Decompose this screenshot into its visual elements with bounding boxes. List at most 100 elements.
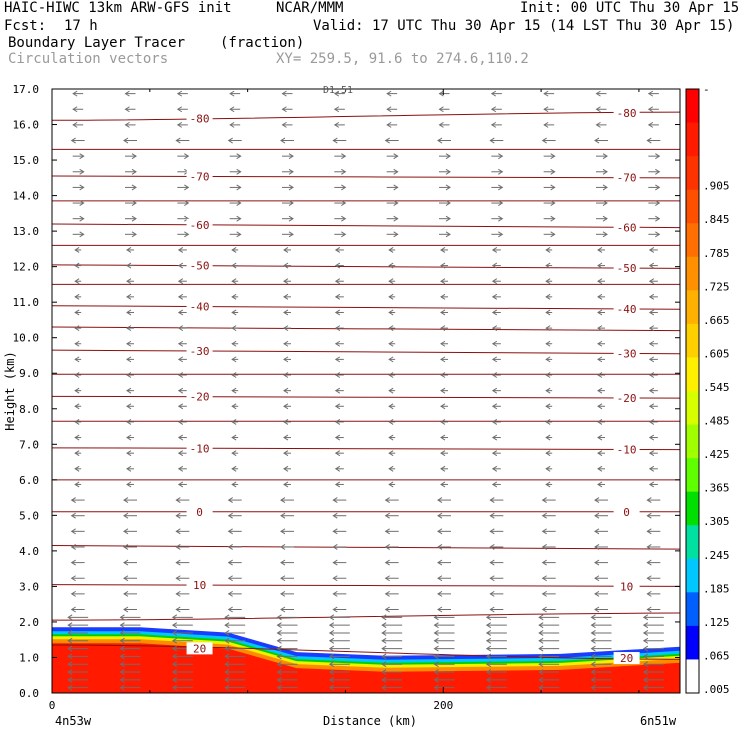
- colorbar-swatch: [686, 558, 699, 593]
- vector-arrow: [648, 278, 658, 285]
- vector-arrow: [489, 512, 504, 519]
- vector-arrow: [491, 372, 501, 378]
- vector-arrow: [545, 309, 553, 316]
- vector-arrow: [541, 544, 556, 550]
- x-axis: 0 200: [49, 89, 640, 712]
- vector-arrow: [491, 356, 501, 363]
- vector-arrow: [123, 528, 137, 535]
- vector-arrow: [491, 387, 501, 394]
- vector-arrow: [489, 544, 504, 550]
- vector-arrow: [328, 669, 350, 675]
- vector-arrow: [648, 231, 661, 238]
- vector-arrow: [227, 590, 242, 597]
- vector-arrow: [171, 630, 193, 636]
- vector-arrow: [224, 684, 246, 691]
- colorbar-label: .125: [703, 616, 730, 629]
- vector-arrow: [171, 614, 193, 621]
- vector-arrow: [491, 153, 504, 160]
- vector-arrow: [224, 676, 246, 683]
- colorbar-label: .845: [703, 213, 730, 226]
- vector-arrow: [647, 121, 659, 128]
- vector-arrow: [541, 606, 556, 613]
- vector-arrow: [594, 559, 608, 566]
- vector-arrow: [491, 278, 501, 285]
- vector-arrow: [491, 418, 501, 425]
- colorbar-swatch: [686, 323, 699, 358]
- vector-arrow: [74, 434, 82, 441]
- vector-arrow: [597, 262, 605, 269]
- isotherm-label: -80: [617, 107, 637, 120]
- vector-arrow: [126, 465, 134, 472]
- vector-arrow: [283, 450, 291, 457]
- field-name: Boundary Layer Tracer: [8, 35, 186, 51]
- vector-arrow: [594, 544, 608, 550]
- y-tick-label: 9.0: [19, 367, 39, 380]
- vector-arrow: [597, 372, 605, 378]
- isotherm-label-bg: [613, 262, 640, 275]
- vector-arrow: [648, 450, 658, 457]
- vector-arrow: [485, 630, 507, 636]
- vector-arrow: [538, 614, 560, 621]
- vector-arrow: [281, 121, 293, 128]
- vector-arrow: [227, 137, 242, 144]
- vector-arrow: [224, 614, 246, 621]
- forecast-label: Fcst:: [4, 18, 47, 34]
- vector-arrow: [597, 434, 605, 441]
- vector-arrow: [74, 481, 82, 488]
- x-axis-title: Distance (km): [323, 714, 417, 728]
- vector-arrow: [177, 293, 187, 300]
- vector-arrow: [126, 434, 134, 441]
- vector-arrow: [590, 622, 612, 629]
- vector-arrow: [224, 637, 246, 644]
- vector-arrow: [231, 465, 239, 472]
- isotherm-label-bg: [613, 580, 640, 593]
- vector-arrow: [334, 293, 344, 300]
- vector-arrow: [276, 637, 298, 644]
- vector-arrow: [123, 497, 137, 503]
- vector-arrow: [276, 661, 298, 668]
- vector-arrow: [648, 153, 661, 160]
- vector-arrow: [175, 559, 190, 566]
- vector-arrow: [74, 356, 82, 363]
- vector-arrow: [72, 121, 84, 128]
- vector-arrow: [388, 293, 396, 300]
- vector-arrow: [543, 90, 555, 97]
- vector-arrow: [594, 590, 608, 597]
- vector-arrow: [283, 434, 291, 441]
- isotherm-label: -70: [617, 172, 637, 185]
- vector-arrow: [282, 200, 294, 206]
- vector-arrow: [126, 278, 134, 285]
- vector-arrow: [590, 676, 612, 683]
- y-tick-label: 16.0: [13, 119, 40, 132]
- vector-arrow: [177, 403, 187, 410]
- isotherm-label-bg: [613, 652, 640, 665]
- xy-label: XY= 259.5, 91.6 to 274.6,110.2: [276, 51, 529, 67]
- isotherm-label-bg: [613, 106, 640, 119]
- vector-arrow: [590, 645, 612, 652]
- vector-arrow: [126, 325, 134, 332]
- vector-arrow: [439, 200, 451, 206]
- vector-arrow: [590, 630, 612, 636]
- vector-arrow: [126, 450, 134, 457]
- vector-arrow: [126, 309, 134, 316]
- isotherm-line: [52, 264, 680, 269]
- vector-arrow: [597, 403, 605, 410]
- vector-arrow: [70, 590, 85, 597]
- vector-arrow: [594, 137, 608, 144]
- vector-arrow: [388, 278, 396, 285]
- vector-arrow: [438, 106, 450, 113]
- vector-arrow: [386, 231, 399, 238]
- vector-arrow: [283, 340, 291, 347]
- vector-arrow: [282, 153, 294, 160]
- vector-arrow: [381, 622, 403, 629]
- vector-arrow: [177, 153, 190, 160]
- vector-arrow: [597, 293, 605, 300]
- isotherm-label-bg: [186, 579, 213, 592]
- colorbar-swatch: [686, 458, 699, 493]
- vector-arrow: [282, 215, 294, 222]
- vector-arrow: [388, 418, 396, 425]
- vector-arrow: [440, 262, 448, 269]
- vector-arrow: [386, 215, 399, 222]
- vector-arrow: [70, 528, 85, 535]
- vector-arrow: [123, 137, 137, 144]
